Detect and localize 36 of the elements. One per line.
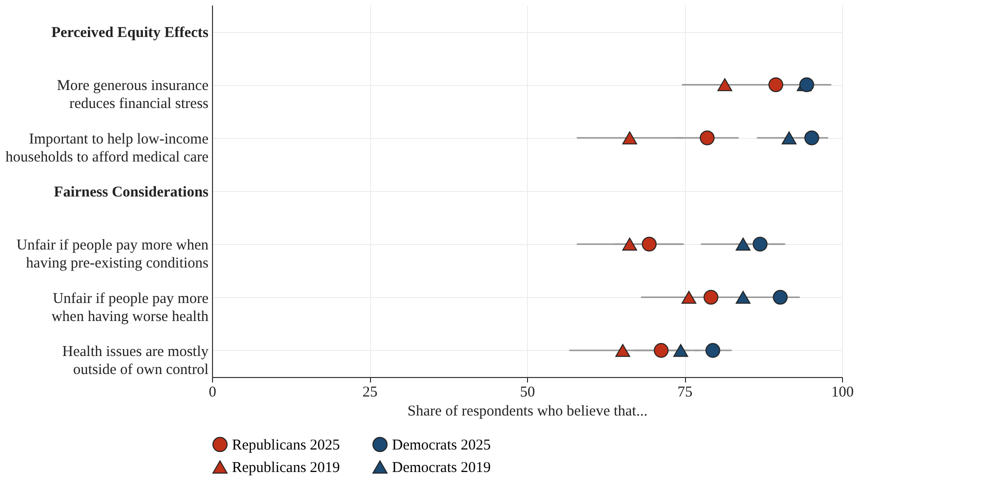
- x-axis-title: Share of respondents who believe that...: [408, 404, 648, 420]
- point: [682, 290, 696, 304]
- point: [782, 131, 796, 144]
- point: [700, 130, 715, 146]
- point: [622, 131, 638, 144]
- x-tick-label: 100: [831, 384, 854, 400]
- y-tick-label: Unfair if people pay more when having pre-existing conditions: [16, 238, 209, 272]
- point: [736, 290, 750, 304]
- legend-label: Democrats 2019: [392, 460, 491, 476]
- legend-label: Republicans 2025: [232, 437, 340, 454]
- x-tick-label: 0: [208, 384, 216, 400]
- x-tick-label: 25: [362, 384, 378, 400]
- point: [673, 344, 688, 357]
- point: [622, 238, 638, 251]
- point: [717, 78, 732, 92]
- point: [799, 77, 814, 92]
- y-tick-label: Fairness Considerations: [54, 184, 209, 200]
- y-tick-label: Unfair if people pay more when having worse health: [51, 290, 209, 325]
- x-tick-label: 75: [678, 384, 692, 400]
- point: [804, 130, 820, 146]
- y-tick-label: Important to help low-income households to afford medical care: [6, 131, 209, 166]
- point: [752, 236, 768, 252]
- point: [654, 343, 669, 358]
- point: [736, 238, 750, 251]
- y-tick-label: Health issues are mostly outside of own control: [62, 344, 209, 378]
- point: [705, 343, 720, 358]
- point: [768, 77, 784, 92]
- legend-label: Democrats 2025: [392, 437, 491, 454]
- y-tick-label: Perceived Equity Effects: [51, 25, 209, 42]
- y-tick-label: More generous insurance reduces financial stress: [56, 78, 209, 112]
- point: [615, 344, 630, 357]
- point: [704, 290, 718, 305]
- x-tick-label: 50: [520, 384, 535, 400]
- point: [642, 236, 657, 252]
- legend-label: Republicans 2019: [232, 460, 340, 476]
- point: [772, 290, 788, 305]
